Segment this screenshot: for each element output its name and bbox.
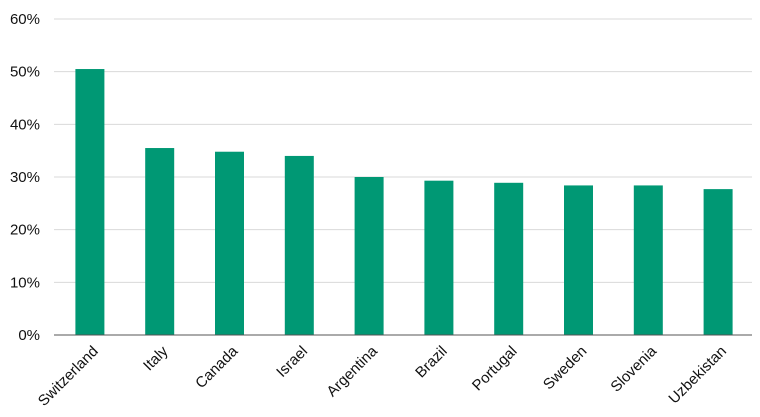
x-tick-label: Portugal [469,343,521,395]
x-tick-label: Sweden [540,343,590,393]
bar-portugal [494,182,524,335]
y-tick-label: 0% [18,327,40,344]
bar-israel [284,155,314,335]
x-tick-label: Canada [192,342,242,392]
bar-canada [215,151,244,335]
bar-italy [145,148,175,335]
bars [75,69,733,336]
x-axis-tick-labels: Switzerland Italy Canada Israel Argentina Bra… [35,342,730,409]
x-tick-label: Brazil [412,343,451,382]
x-tick-label: Italy [140,342,172,374]
y-tick-label: 50% [10,64,40,81]
x-tick-label: Switzerland [35,343,102,410]
bar-slovenia [633,185,663,335]
y-tick-label: 10% [10,274,40,291]
y-tick-label: 30% [10,169,40,186]
bar-switzerland [75,69,105,336]
y-tick-label: 60% [10,11,40,28]
y-axis-tick-labels: 0% 10% 20% 30% 40% 50% 60% [10,11,40,344]
bar-brazil [424,180,454,335]
x-tick-label: Uzbekistan [665,343,729,407]
y-tick-label: 40% [10,116,40,133]
x-tick-label: Argentina [323,342,381,400]
x-tick-label: Slovenia [607,342,660,395]
y-tick-label: 20% [10,222,40,239]
x-tick-label: Israel [273,343,311,381]
bar-uzbekistan [703,189,733,335]
bar-argentina [354,177,384,335]
bar-sweden [564,185,593,335]
